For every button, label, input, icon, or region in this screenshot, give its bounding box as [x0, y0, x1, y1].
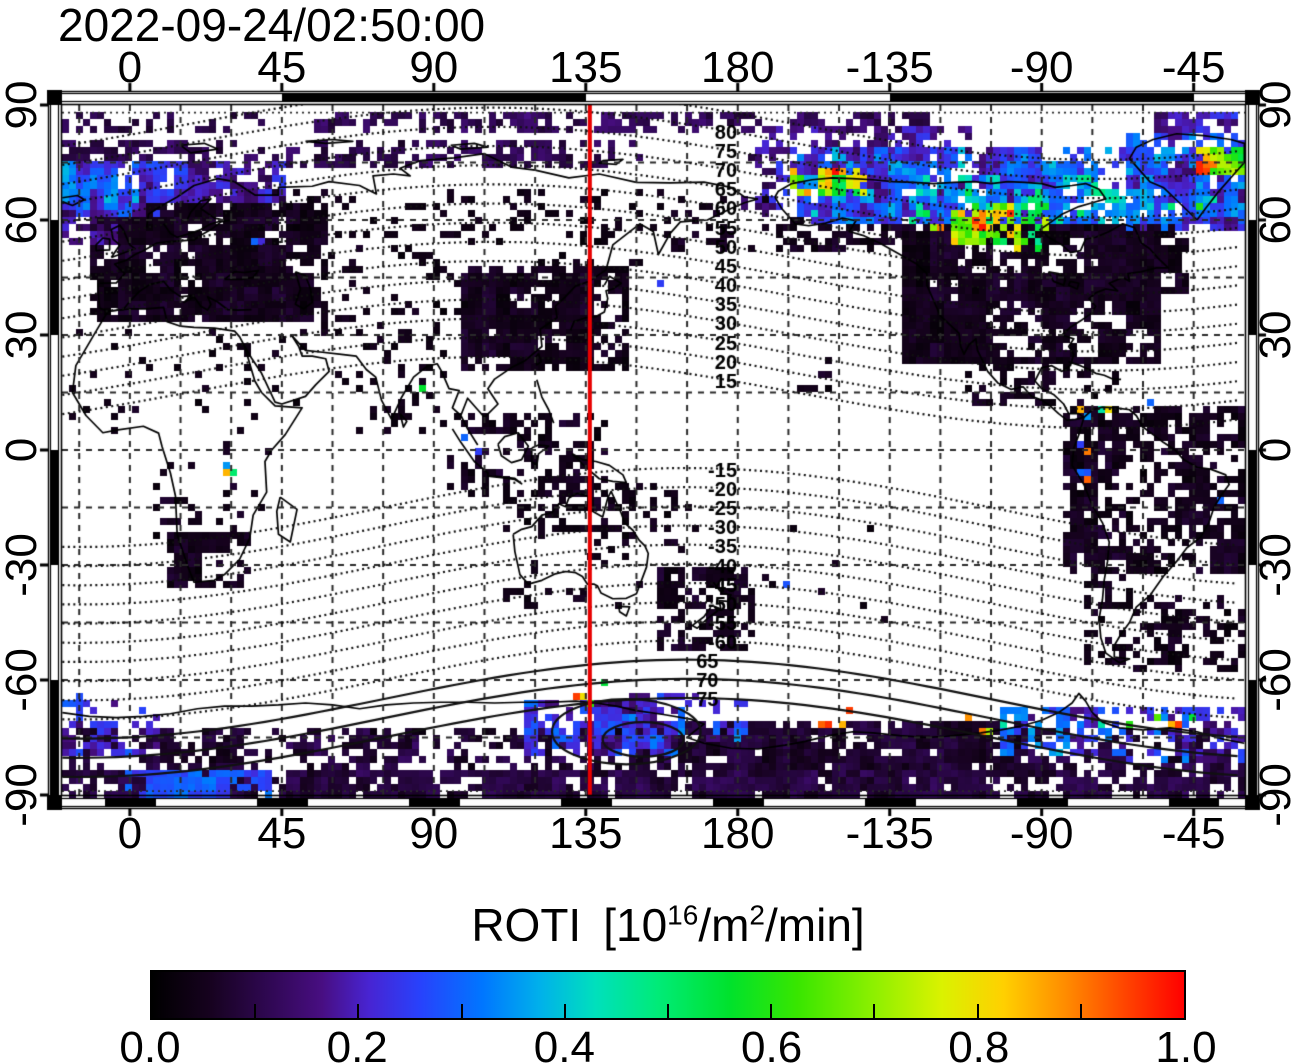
- colorbar-tick-label-0.6: 0.6: [741, 1023, 803, 1064]
- colorbar-tick-label-0.2: 0.2: [326, 1023, 388, 1064]
- colorbar-tick-label-0.0: 0.0: [119, 1023, 181, 1064]
- lon-tick-label-top--90: -90: [1009, 43, 1074, 92]
- lon-tick-label-top--45: -45: [1161, 43, 1226, 92]
- colorbar-tick-label-0.8: 0.8: [948, 1023, 1010, 1064]
- lat-tick-label-left--90: -90: [0, 763, 46, 827]
- colorbar-tick-label-1.0: 1.0: [1155, 1023, 1217, 1064]
- colorbar-title-exponent-2: 2: [749, 899, 765, 931]
- lat-tick-label-left--30: -30: [0, 533, 46, 597]
- lon-tick-label-top-90: 90: [409, 43, 459, 92]
- lon-tick-label-top-180: 180: [701, 43, 775, 92]
- colorbar-title-main: ROTI: [471, 899, 582, 951]
- world-map-canvas: [38, 81, 1269, 819]
- colorbar-minor-tick: [667, 1004, 669, 1018]
- lon-tick-label-bottom-135: 135: [549, 809, 623, 858]
- lat-tick-label-right-0: 0: [1251, 437, 1296, 463]
- lon-tick-label-top--135: -135: [845, 43, 934, 92]
- colorbar-minor-tick: [1079, 1004, 1082, 1018]
- colorbar-minor-tick: [254, 1004, 257, 1018]
- colorbar-minor-tick: [563, 1004, 566, 1018]
- lat-tick-label-right--60: -60: [1251, 648, 1296, 712]
- lon-tick-label-bottom--45: -45: [1161, 809, 1226, 858]
- lon-tick-label-bottom-90: 90: [409, 809, 459, 858]
- lat-tick-label-right--30: -30: [1251, 533, 1296, 597]
- colorbar-tick-label-0.4: 0.4: [533, 1023, 595, 1064]
- colorbar-gradient: [150, 970, 1186, 1020]
- lat-tick-label-right-90: 90: [1251, 80, 1296, 130]
- lat-tick-label-right--90: -90: [1251, 763, 1296, 827]
- lon-tick-label-top-0: 0: [117, 43, 143, 92]
- lat-tick-label-right-30: 30: [1251, 310, 1296, 360]
- lon-tick-label-bottom-180: 180: [701, 809, 775, 858]
- colorbar-title-bracket: [10: [603, 899, 668, 951]
- lon-tick-label-top-135: 135: [549, 43, 623, 92]
- lat-tick-label-left-90: 90: [0, 80, 46, 130]
- colorbar-minor-tick: [357, 1004, 360, 1018]
- colorbar-minor-tick: [770, 1004, 773, 1018]
- lat-tick-label-left-30: 30: [0, 310, 46, 360]
- lon-tick-label-top-45: 45: [257, 43, 307, 92]
- colorbar-minor-tick: [976, 1004, 979, 1018]
- colorbar-title: ROTI [1016/m2/min]: [150, 898, 1186, 953]
- lat-tick-label-left-60: 60: [0, 195, 46, 245]
- colorbar-minor-tick: [873, 1004, 876, 1018]
- lat-tick-label-left-0: 0: [0, 437, 46, 463]
- colorbar-title-per-m: /m: [698, 899, 750, 951]
- timestamp-title: 2022-09-24/02:50:00: [58, 0, 486, 51]
- lon-tick-label-bottom-45: 45: [257, 809, 307, 858]
- lat-tick-label-right-60: 60: [1251, 195, 1296, 245]
- lat-tick-label-left--60: -60: [0, 648, 46, 712]
- lon-tick-label-bottom--135: -135: [845, 809, 934, 858]
- colorbar-minor-tick: [460, 1004, 463, 1018]
- colorbar-title-per-min: /min]: [765, 899, 865, 951]
- lon-tick-label-bottom--90: -90: [1009, 809, 1074, 858]
- lon-tick-label-bottom-0: 0: [117, 809, 143, 858]
- colorbar-title-exponent-16: 16: [667, 899, 699, 931]
